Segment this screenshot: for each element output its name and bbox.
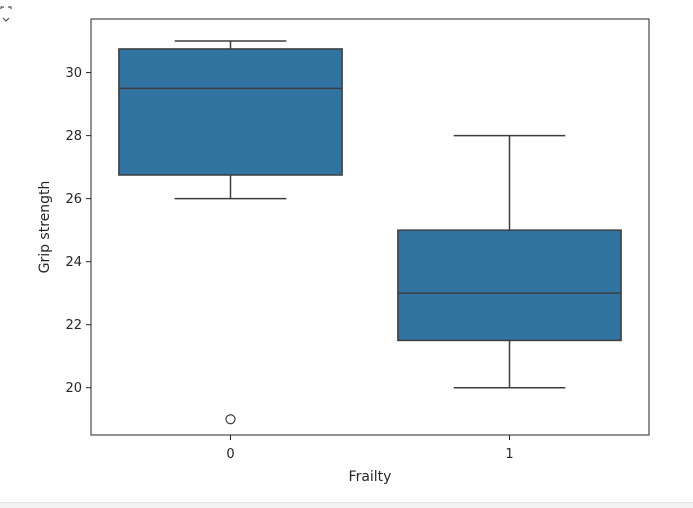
y-tick-label: 26	[65, 192, 82, 207]
output-collapse-icon[interactable]	[0, 6, 12, 26]
x-axis-label: Frailty	[349, 469, 392, 485]
y-tick-label: 22	[65, 318, 82, 333]
box-group-1	[397, 134, 622, 389]
y-tick-label: 28	[65, 129, 82, 144]
y-tick-label: 20	[65, 381, 82, 396]
plot-area	[90, 18, 650, 436]
box-iqr	[397, 229, 622, 342]
cell-footer-divider	[0, 502, 693, 508]
x-tick-label: 0	[226, 447, 234, 462]
plot-frame	[90, 18, 650, 436]
y-axis: 20 22 24 26 28 30	[65, 66, 91, 396]
outlier-point	[225, 414, 236, 425]
y-axis-label: Grip strength	[37, 181, 53, 274]
y-tick-label: 30	[65, 66, 82, 81]
y-tick-label: 24	[65, 255, 82, 270]
box-iqr	[118, 48, 343, 176]
box-group-0	[118, 40, 343, 425]
x-tick-label: 1	[505, 447, 513, 462]
